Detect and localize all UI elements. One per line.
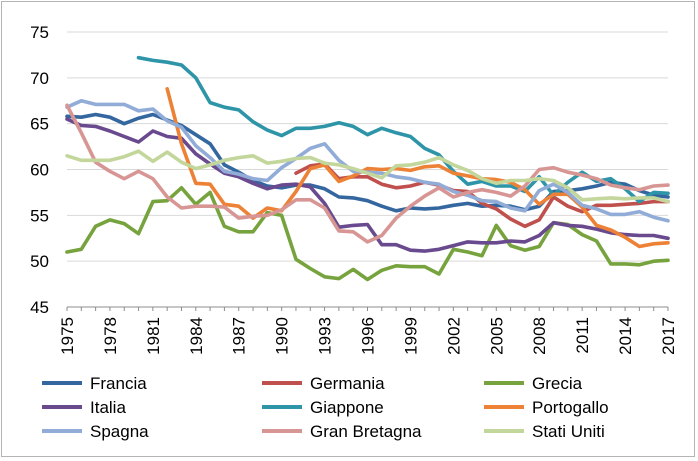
series-line-germania [294, 162, 670, 229]
legend-label: Giappone [310, 398, 384, 417]
series-line-gran-bretagna [65, 103, 670, 244]
axes: 45 50 55 60 65 70 75 1975 1978 1981 1984 1987 1990 19… [30, 23, 678, 355]
series-line-giappone [136, 55, 670, 204]
y-tick-label: 50 [30, 252, 49, 271]
x-tick-label: 2002 [444, 317, 463, 355]
y-tick-label: 65 [30, 115, 49, 134]
x-tick-label: 1984 [187, 317, 206, 355]
x-tick-label: 2011 [573, 317, 592, 354]
legend-label: Gran Bretagna [310, 422, 422, 441]
y-tick-label: 75 [30, 23, 49, 42]
x-tick-label: 1999 [401, 317, 420, 355]
legend: Francia Germania Grecia Italia Giappone Porto… [42, 374, 609, 441]
x-tick-label: 1978 [101, 317, 120, 355]
x-tick-label: 1993 [316, 317, 335, 355]
y-tick-label: 70 [30, 69, 49, 88]
line-chart: 45 50 55 60 65 70 75 1975 1978 1981 1984 1987 1990 19… [30, 23, 678, 441]
y-tick-label: 55 [30, 206, 49, 225]
y-tick-label: 60 [30, 161, 49, 180]
series-line-italia [65, 117, 670, 253]
legend-label: Francia [90, 374, 147, 393]
legend-label: Stati Uniti [532, 422, 605, 441]
legend-label: Germania [310, 374, 385, 393]
series-layer [65, 55, 670, 282]
legend-label: Portogallo [532, 398, 609, 417]
x-tick-label: 1975 [58, 317, 77, 355]
x-tick-label: 2005 [487, 317, 506, 355]
y-tick-label: 45 [30, 298, 49, 317]
x-tick-label: 1987 [230, 317, 249, 355]
x-tick-label: 2008 [530, 317, 549, 355]
x-tick-label: 1996 [359, 317, 378, 355]
x-tick-label: 1990 [273, 317, 292, 355]
series-line-stati-uniti [65, 149, 670, 204]
legend-label: Grecia [532, 374, 583, 393]
x-tick-label: 2017 [659, 317, 678, 355]
x-tick-label: 1981 [144, 317, 163, 355]
legend-label: Italia [90, 398, 126, 417]
legend-label: Spagna [90, 422, 149, 441]
x-tick-label: 2014 [616, 317, 635, 355]
